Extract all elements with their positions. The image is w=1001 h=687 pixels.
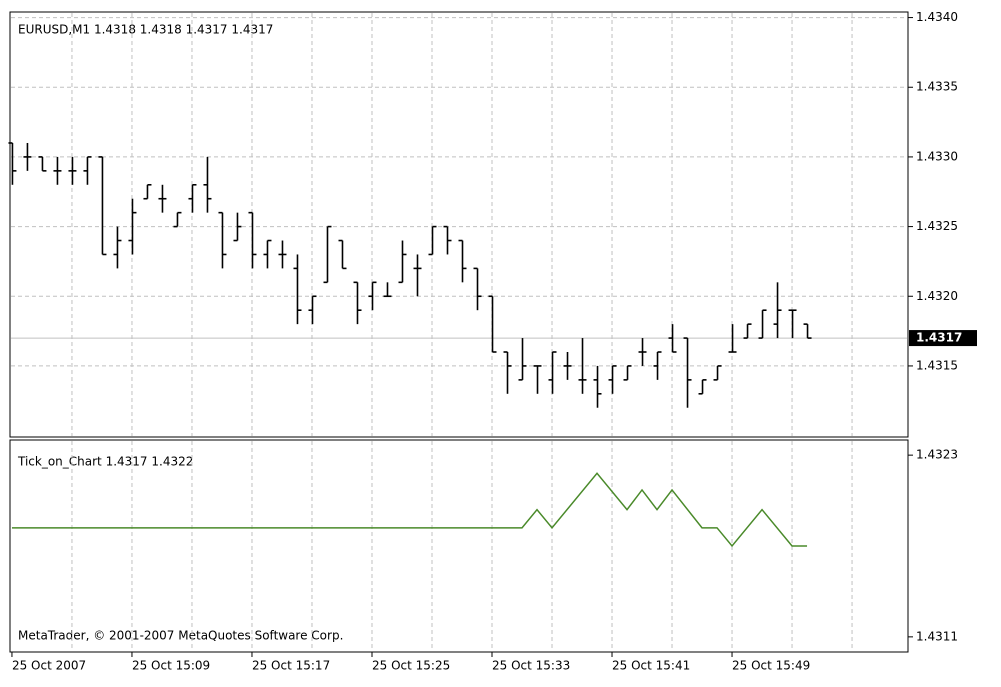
y-tick-label: 1.4315 bbox=[916, 358, 958, 372]
x-tick-label: 25 Oct 15:09 bbox=[132, 659, 210, 673]
copyright: MetaTrader, © 2001-2007 MetaQuotes Softw… bbox=[18, 629, 343, 643]
last-price-label: 1.4317 bbox=[916, 331, 962, 345]
y-tick-label: 1.4330 bbox=[916, 149, 958, 163]
y-tick-label: 1.4320 bbox=[916, 289, 958, 303]
y-tick-label: 1.4325 bbox=[916, 219, 958, 233]
y-tick-label: 1.4340 bbox=[916, 10, 958, 24]
indicator-frame bbox=[9, 439, 909, 653]
y-tick-label: 1.4323 bbox=[916, 448, 958, 462]
indicator-line bbox=[11, 472, 808, 548]
y-tick-label: 1.4311 bbox=[916, 629, 958, 643]
chart-title: EURUSD,M1 1.4318 1.4318 1.4317 1.4317 bbox=[18, 23, 273, 37]
x-tick-label: 25 Oct 15:49 bbox=[732, 659, 810, 673]
indicator-title: Tick_on_Chart 1.4317 1.4322 bbox=[17, 455, 193, 469]
x-tick-label: 25 Oct 15:33 bbox=[492, 659, 570, 673]
x-tick-label: 25 Oct 15:41 bbox=[612, 659, 690, 673]
main-frame bbox=[9, 11, 909, 438]
x-tick-label: 25 Oct 2007 bbox=[12, 659, 86, 673]
x-tick-label: 25 Oct 15:17 bbox=[252, 659, 330, 673]
last-price-box bbox=[909, 330, 977, 347]
x-tick-label: 25 Oct 15:25 bbox=[372, 659, 450, 673]
y-tick-label: 1.4335 bbox=[916, 80, 958, 94]
